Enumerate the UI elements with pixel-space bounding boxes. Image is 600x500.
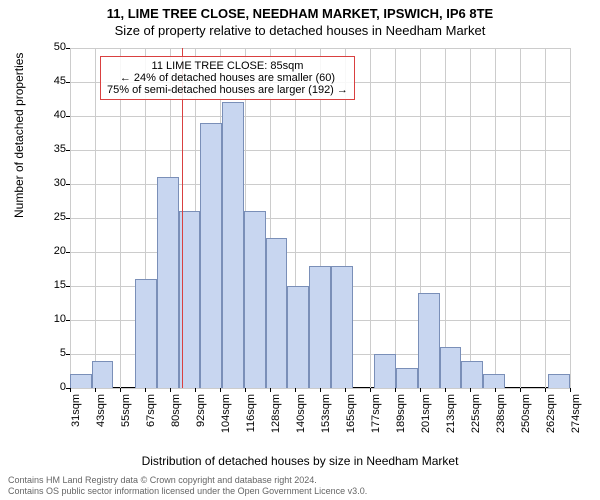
x-tick-mark [170,388,171,392]
x-tick-mark [270,388,271,392]
x-axis-label: Distribution of detached houses by size … [0,454,600,468]
y-tick-label: 20 [24,245,66,257]
y-tick-label: 25 [24,211,66,223]
gridline-vertical [395,48,396,388]
chart-title-sub: Size of property relative to detached ho… [0,21,600,38]
x-tick-mark [470,388,471,392]
histogram-bar [92,361,114,388]
y-tick-label: 30 [24,177,66,189]
x-tick-mark [395,388,396,392]
histogram-bar [440,347,462,388]
x-tick-mark [70,388,71,392]
x-tick-mark [245,388,246,392]
x-tick-mark [345,388,346,392]
histogram-bar [135,279,157,388]
x-tick-mark [420,388,421,392]
histogram-bar [287,286,309,388]
annot-line1: 11 LIME TREE CLOSE: 85sqm [107,60,348,72]
gridline-vertical [445,48,446,388]
x-tick-mark [495,388,496,392]
x-tick-mark [220,388,221,392]
x-tick-mark [145,388,146,392]
x-tick-mark [120,388,121,392]
x-tick-mark [445,388,446,392]
gridline-vertical [545,48,546,388]
histogram-bar [222,102,244,388]
y-tick-label: 15 [24,279,66,291]
x-tick-mark [370,388,371,392]
x-tick-mark [295,388,296,392]
footer-line2: Contains OS public sector information li… [8,486,592,498]
x-tick-mark [95,388,96,392]
gridline-vertical [495,48,496,388]
gridline-vertical [95,48,96,388]
histogram-bar [374,354,396,388]
histogram-bar [244,211,266,388]
gridline-vertical [370,48,371,388]
annot-line2: ← 24% of detached houses are smaller (60… [107,72,348,84]
x-tick-mark [520,388,521,392]
y-tick-label: 10 [24,313,66,325]
histogram-bar [309,266,331,388]
histogram-bar [418,293,440,388]
gridline-vertical [70,48,71,388]
x-tick-mark [545,388,546,392]
histogram-bar [548,374,570,388]
y-tick-label: 35 [24,143,66,155]
x-tick-mark [195,388,196,392]
gridline-vertical [570,48,571,388]
annot-line3: 75% of semi-detached houses are larger (… [107,84,348,96]
histogram-bar [70,374,92,388]
histogram-bar [266,238,288,388]
histogram-bar [461,361,483,388]
plot-region: 0510152025303540455031sqm43sqm55sqm67sqm… [70,48,570,388]
footer-attribution: Contains HM Land Registry data © Crown c… [8,475,592,498]
x-tick-mark [320,388,321,392]
x-tick-mark [570,388,571,392]
annotation-box: 11 LIME TREE CLOSE: 85sqm← 24% of detach… [100,56,355,100]
histogram-bar [483,374,505,388]
y-tick-label: 50 [24,41,66,53]
footer-line1: Contains HM Land Registry data © Crown c… [8,475,592,487]
gridline-vertical [520,48,521,388]
chart-area: 0510152025303540455031sqm43sqm55sqm67sqm… [70,48,570,388]
histogram-bar [331,266,353,388]
y-tick-label: 5 [24,347,66,359]
histogram-bar [200,123,222,388]
chart-title-main: 11, LIME TREE CLOSE, NEEDHAM MARKET, IPS… [0,0,600,21]
y-tick-label: 40 [24,109,66,121]
histogram-bar [157,177,179,388]
y-tick-label: 0 [24,381,66,393]
y-tick-label: 45 [24,75,66,87]
gridline-vertical [470,48,471,388]
histogram-bar [396,368,418,388]
